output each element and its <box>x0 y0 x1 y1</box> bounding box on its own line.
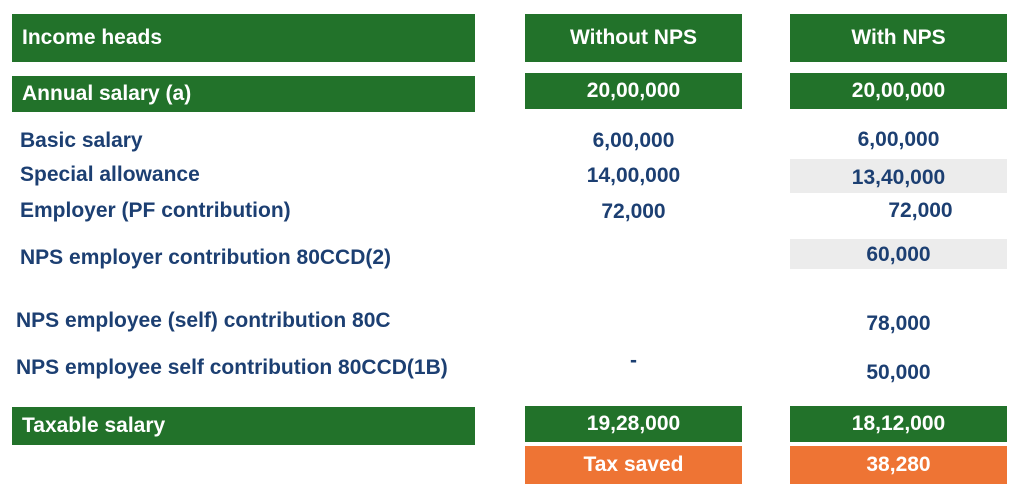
annual-salary-without-box: 20,00,000 <box>525 73 742 109</box>
row-special-allowance-with: 13,40,000 <box>851 166 946 189</box>
header-with-nps-label: With NPS <box>851 26 946 49</box>
header-income-heads: Income heads <box>12 14 475 62</box>
taxable-salary-with-value: 18,12,000 <box>851 412 946 435</box>
row-nps-employer-with: 60,000 <box>866 243 931 266</box>
row-basic-salary-with: 6,00,000 <box>857 128 940 151</box>
header-with-nps: With NPS <box>790 14 1007 62</box>
row-special-allowance-without: 14,00,000 <box>586 164 681 187</box>
annual-salary-label-box: Annual salary (a) <box>12 76 475 112</box>
tax-saved-label-box: Tax saved <box>525 446 742 484</box>
tax-saved-label: Tax saved <box>583 453 684 476</box>
row-nps-employee-80c-with: 78,000 <box>866 312 931 335</box>
tax-saved-value-box: 38,280 <box>790 446 1007 484</box>
nps-employer-with-highlight <box>790 239 1007 269</box>
row-employer-pf-without: 72,000 <box>601 200 666 223</box>
taxable-salary-without-box: 19,28,000 <box>525 406 742 442</box>
row-nps-employee-80ccd1b-label: NPS employee self contribution 80CCD(1B) <box>16 356 448 379</box>
taxable-salary-without-value: 19,28,000 <box>586 412 681 435</box>
header-without-nps-label: Without NPS <box>570 26 697 49</box>
taxable-salary-with-box: 18,12,000 <box>790 406 1007 442</box>
row-basic-salary-without: 6,00,000 <box>592 129 675 152</box>
header-without-nps: Without NPS <box>525 14 742 62</box>
row-employer-pf-with: 72,000 <box>888 199 953 222</box>
row-special-allowance-label: Special allowance <box>20 163 200 186</box>
header-income-heads-label: Income heads <box>22 26 163 49</box>
row-basic-salary-label: Basic salary <box>20 129 143 152</box>
row-nps-employee-80c-label: NPS employee (self) contribution 80C <box>16 309 391 332</box>
row-nps-employee-80ccd1b-without: - <box>630 349 637 372</box>
tax-saved-value: 38,280 <box>866 453 931 476</box>
annual-salary-with-box: 20,00,000 <box>790 73 1007 109</box>
taxable-salary-label: Taxable salary <box>22 414 166 437</box>
special-allowance-with-highlight <box>790 159 1007 193</box>
row-nps-employee-80ccd1b-with: 50,000 <box>866 361 931 384</box>
taxable-salary-label-box: Taxable salary <box>12 407 475 445</box>
annual-salary-with-value: 20,00,000 <box>851 79 946 102</box>
annual-salary-without-value: 20,00,000 <box>586 79 681 102</box>
row-employer-pf-label: Employer (PF contribution) <box>20 199 291 222</box>
annual-salary-label: Annual salary (a) <box>22 82 192 105</box>
row-nps-employer-label: NPS employer contribution 80CCD(2) <box>20 246 392 269</box>
